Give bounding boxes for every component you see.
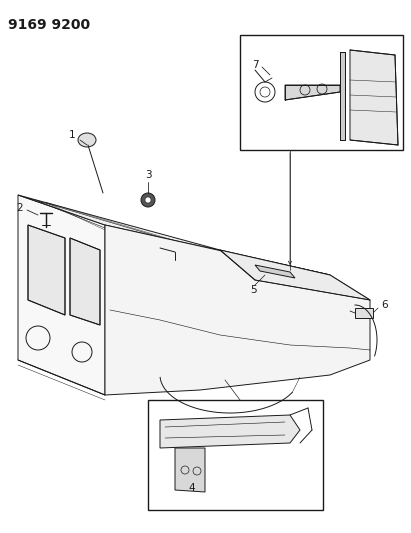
Polygon shape [28, 225, 65, 315]
Polygon shape [340, 52, 345, 140]
Text: 2: 2 [17, 203, 23, 213]
Polygon shape [255, 265, 295, 278]
Polygon shape [18, 195, 330, 275]
Text: 6: 6 [382, 300, 388, 310]
Polygon shape [160, 415, 300, 448]
Bar [148, 400, 323, 510]
Text: 4: 4 [189, 483, 195, 493]
Text: 9169 9200: 9169 9200 [8, 18, 90, 32]
Circle shape [141, 193, 155, 207]
Polygon shape [18, 195, 105, 395]
Text: 1: 1 [69, 130, 75, 140]
Polygon shape [285, 85, 340, 100]
Ellipse shape [78, 133, 96, 147]
Bar [355, 308, 373, 318]
Polygon shape [105, 225, 370, 395]
Polygon shape [175, 448, 205, 492]
Polygon shape [70, 238, 100, 325]
Text: 7: 7 [252, 60, 258, 70]
Bar [240, 35, 403, 150]
Polygon shape [220, 250, 370, 300]
Polygon shape [350, 50, 398, 145]
Text: 5: 5 [250, 285, 256, 295]
Circle shape [145, 197, 151, 203]
Circle shape [255, 82, 275, 102]
Text: 3: 3 [145, 170, 151, 180]
